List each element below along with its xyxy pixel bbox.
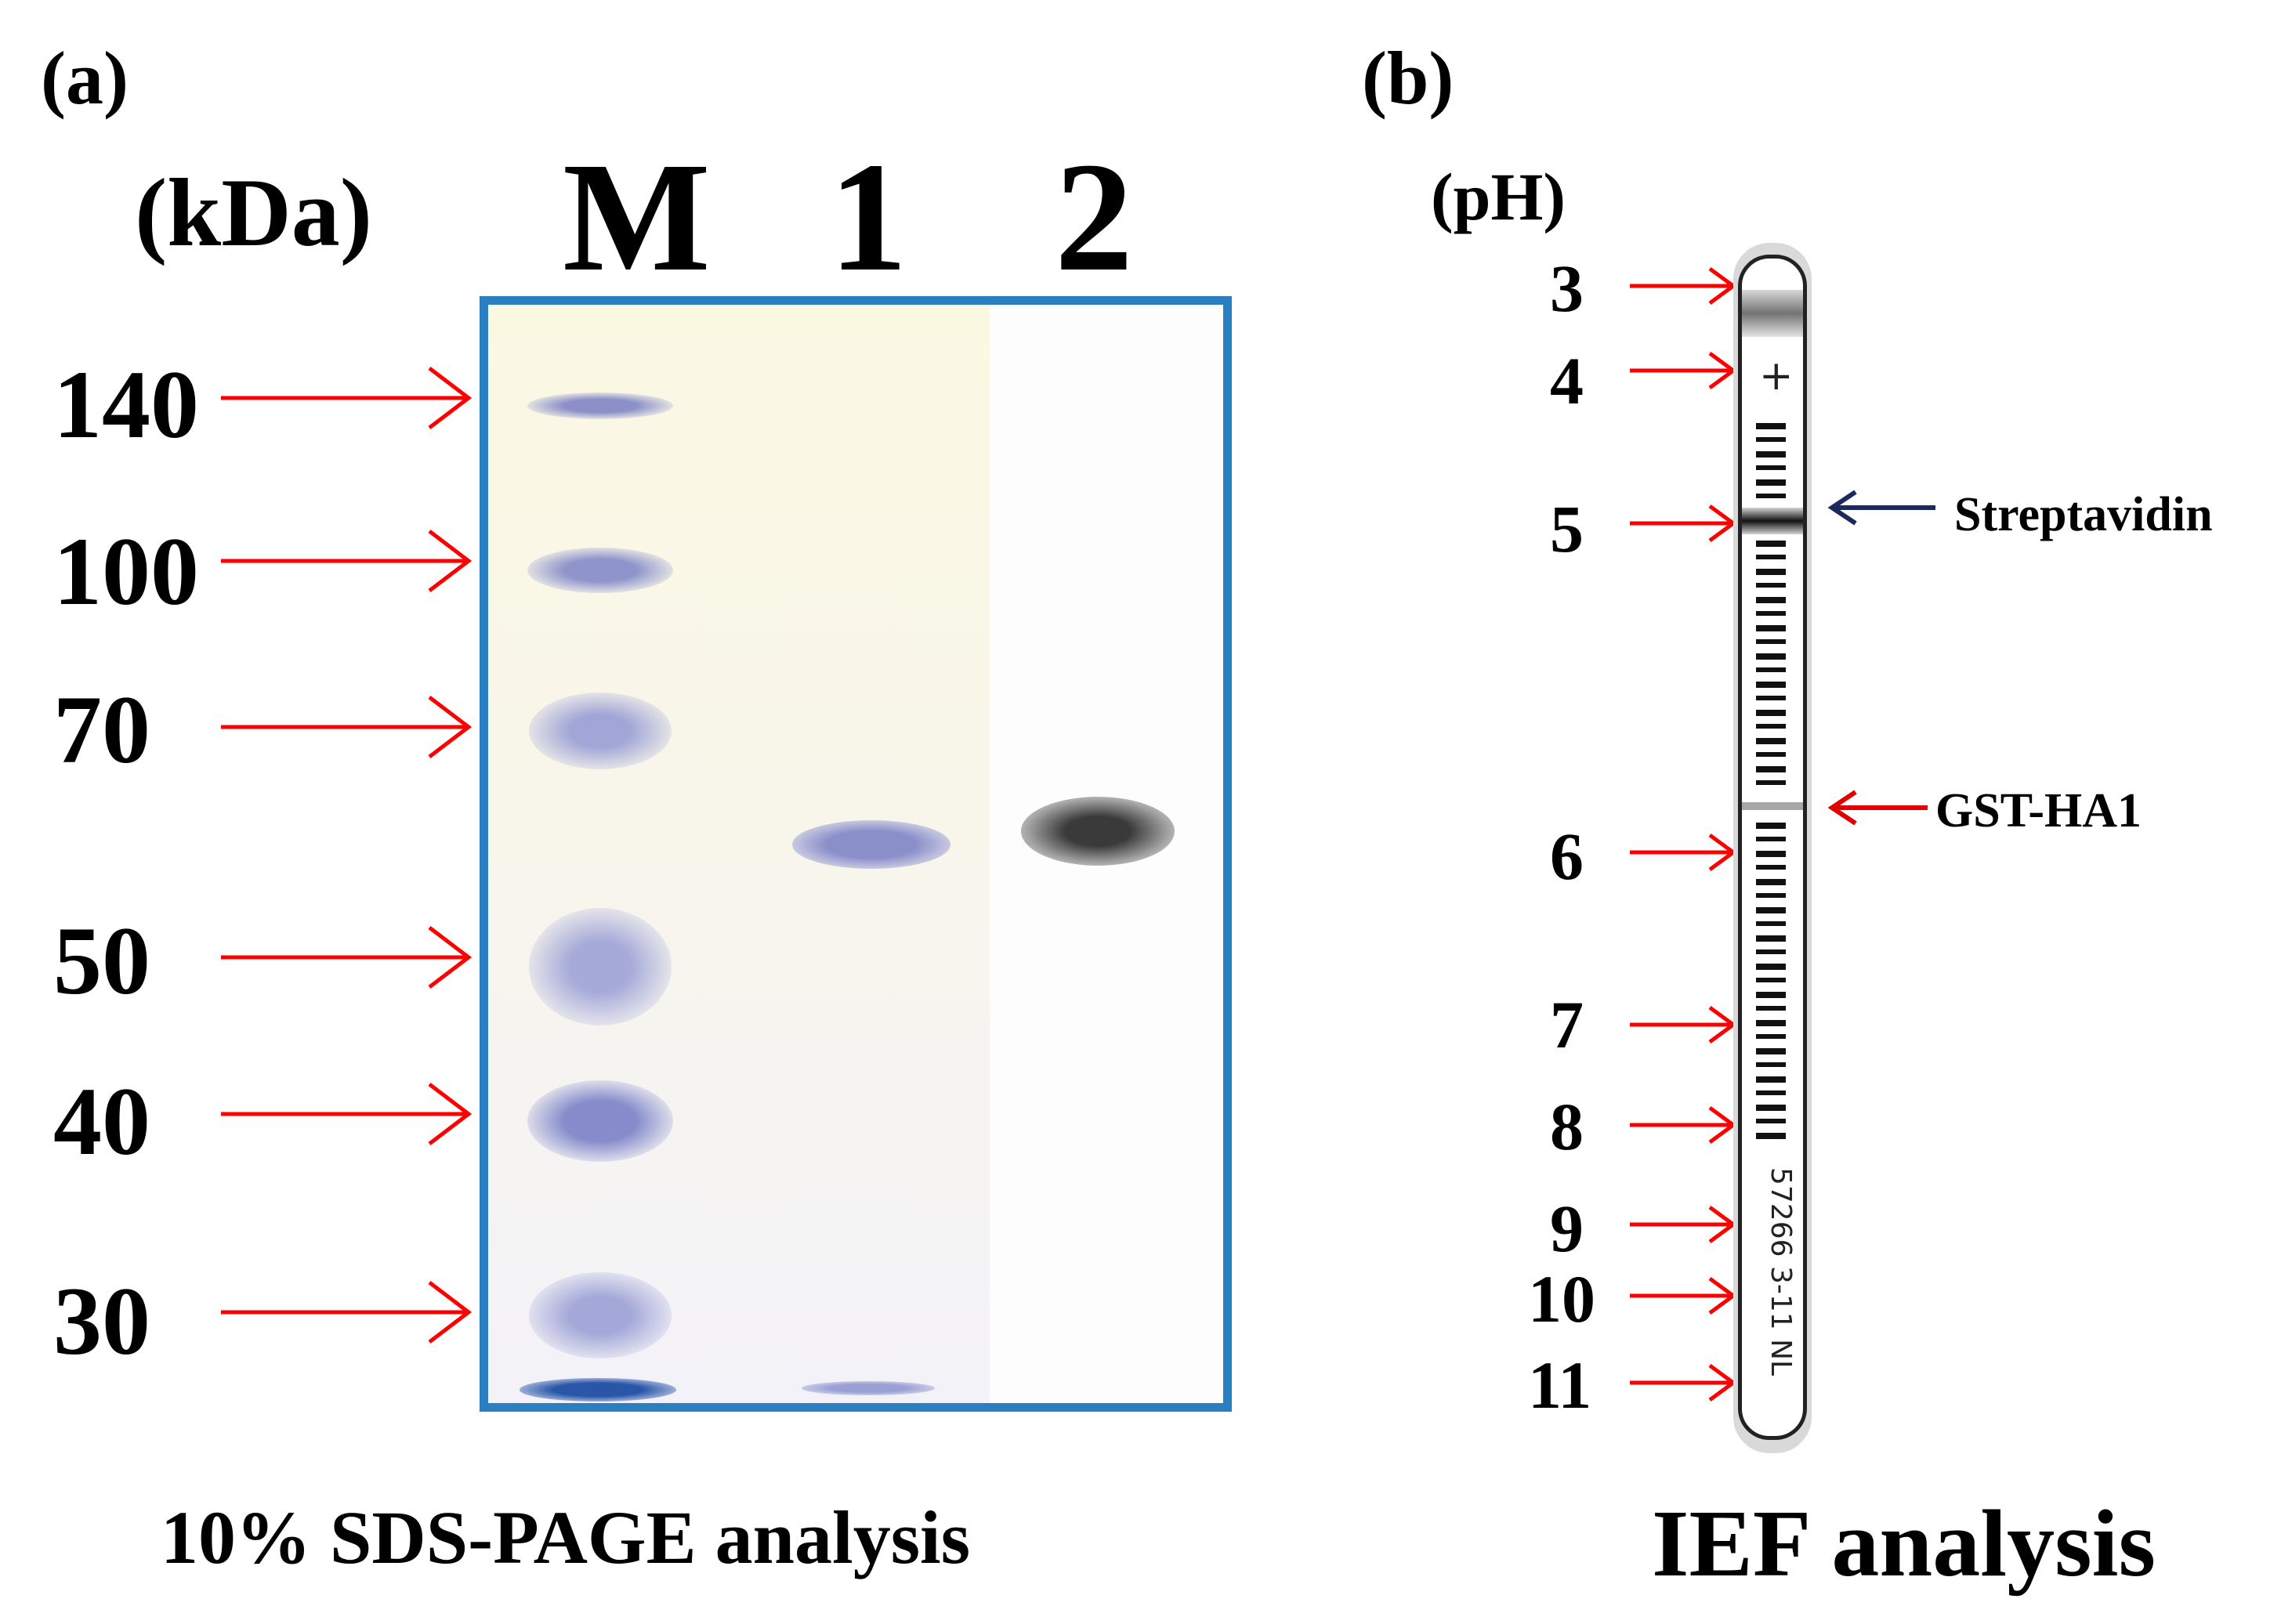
ph-label-9: 9 [1550,1191,1584,1266]
ph-label-11: 11 [1528,1347,1592,1423]
ph-label-7: 7 [1550,987,1584,1062]
marker-band-70 [529,693,672,769]
marker-label-70: 70 [53,676,150,783]
marker-dye-front [520,1378,676,1402]
marker-label-30: 30 [53,1268,150,1375]
ph-arrow-6 [1630,833,1737,872]
strip-label-text: 57266 3-11 NL [1765,1167,1797,1376]
panel-b-caption: IEF analysis [1652,1491,2156,1597]
marker-arrows [221,367,472,1344]
panel-a-caption: 10% SDS-PAGE analysis [161,1496,971,1579]
lane-label-m: M [563,131,711,304]
ph-arrow-8 [1630,1105,1737,1145]
ph-unit-label: (pH) [1431,159,1566,234]
arrow-140 [221,367,472,429]
ph-arrow-7 [1630,1005,1737,1044]
lane-label-2: 2 [1055,131,1133,304]
streptavidin-label: Streptavidin [1954,488,2213,541]
ph-arrow-9 [1630,1205,1737,1244]
ph-label-3: 3 [1550,251,1584,326]
lane2-band [1021,797,1175,866]
ph-label-4: 4 [1550,343,1584,418]
lane-label-1: 1 [829,131,907,304]
gst-ha1-label: GST-HA1 [1935,784,2142,837]
ief-strip: + 57266 [1738,255,1807,1440]
lane1-dye-front [802,1381,935,1395]
ph-label-10: 10 [1528,1261,1595,1336]
marker-label-100: 100 [53,518,199,625]
gst-ha1-arrow [1827,790,1928,826]
strip-top-smear [1742,290,1803,337]
sds-page-gel [480,296,1232,1412]
marker-band-40 [527,1080,673,1162]
arrow-100 [221,530,472,592]
arrow-40 [221,1083,472,1145]
ph-arrow-3 [1630,266,1737,306]
marker-band-100 [527,548,673,593]
streptavidin-arrow [1827,490,1935,526]
marker-label-50: 50 [53,907,150,1015]
ph-label-8: 8 [1550,1089,1584,1164]
marker-band-50 [529,908,672,1025]
strip-plus-symbol: + [1759,353,1794,400]
arrow-70 [221,696,472,758]
ph-label-6: 6 [1550,819,1584,894]
ph-arrow-5 [1630,504,1737,543]
ph-label-5: 5 [1550,491,1584,566]
kda-unit-label: (kDa) [135,159,373,266]
marker-label-40: 40 [53,1068,150,1175]
marker-band-30 [529,1272,672,1358]
gst-ha1-band [1742,802,1803,810]
ph-arrow-11 [1630,1363,1737,1402]
ph-arrow-4 [1630,351,1737,390]
ph-arrows [1630,266,1737,1402]
lane1-band [792,820,950,869]
arrow-50 [221,926,472,989]
ph-arrow-10 [1630,1276,1737,1315]
marker-band-140 [527,392,673,419]
arrow-30 [221,1281,472,1344]
panel-b-label: (b) [1362,36,1454,120]
streptavidin-band [1742,508,1803,534]
panel-a-label: (a) [41,36,129,120]
strip-ticks [1756,423,1786,1139]
marker-label-140: 140 [53,351,199,458]
